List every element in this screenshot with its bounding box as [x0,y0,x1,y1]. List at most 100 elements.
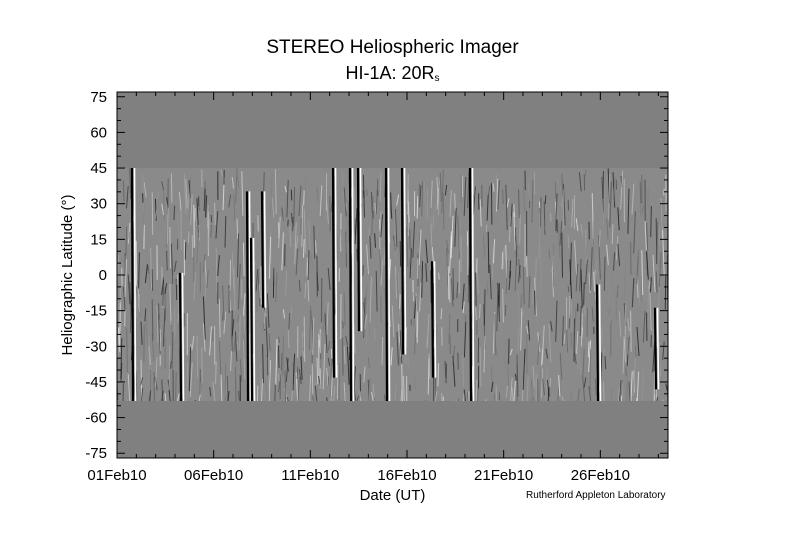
texture-streak [365,302,369,347]
texture-streak [519,214,521,245]
texture-streak [126,186,129,209]
texture-streak [607,174,611,221]
texture-streak [371,196,374,236]
texture-streak [233,194,236,221]
texture-streak [490,381,494,393]
texture-streak [217,255,220,277]
texture-streak [140,388,144,401]
texture-streak [444,360,447,379]
texture-streak [414,377,416,389]
texture-streak [196,335,199,378]
texture-streak [449,231,452,274]
texture-streak [500,296,503,339]
texture-streak [136,280,139,294]
texture-streak [368,227,371,240]
texture-streak [594,378,597,396]
texture-streak [464,314,467,328]
texture-streak [466,392,469,401]
texture-streak [513,380,516,401]
texture-streak [444,333,447,363]
texture-streak [652,341,656,373]
texture-streak [380,214,384,238]
texture-streak [400,389,403,401]
texture-streak [542,378,545,395]
texture-streak [636,371,640,401]
texture-streak [118,327,121,353]
texture-streak [194,286,198,293]
texture-streak [390,347,393,366]
texture-streak [528,275,531,309]
texture-streak [125,226,128,257]
texture-streak [641,205,644,214]
texture-streak [430,180,433,209]
texture-streak [370,241,373,255]
y-tick-label: 30 [90,196,107,213]
texture-streak [421,181,424,217]
texture-streak [431,246,435,268]
texture-streak [135,298,138,319]
texture-streak [170,173,173,203]
texture-streak [326,302,329,335]
texture-streak [518,265,521,283]
texture-streak [300,356,303,380]
texture-streak [151,299,154,341]
texture-streak [242,340,246,380]
texture-streak [561,232,563,278]
texture-streak [445,391,449,401]
texture-streak [303,190,305,206]
feature-bright [133,168,137,401]
texture-streak [649,277,652,293]
feature-bright [263,191,267,308]
texture-streak [161,204,165,216]
texture-streak [575,263,579,292]
texture-streak [189,177,192,223]
texture-streak [472,186,476,215]
texture-streak [558,374,561,397]
texture-streak [434,391,438,401]
texture-streak [658,252,662,287]
texture-streak [537,336,540,365]
texture-streak [454,193,456,211]
texture-streak [613,252,616,271]
feature-bright [433,261,437,378]
texture-streak [556,209,559,251]
texture-streak [501,252,504,270]
texture-streak [289,225,292,248]
texture-streak [422,255,425,267]
feature-dark [249,237,254,401]
texture-streak [333,386,336,401]
texture-streak [273,266,276,286]
texture-streak [294,222,297,265]
texture-streak [562,316,564,346]
texture-streak [351,256,353,286]
feature-bright [252,237,256,401]
texture-streak [209,326,212,356]
texture-streak [301,204,304,247]
texture-streak [176,274,179,285]
texture-streak [648,280,651,290]
texture-streak [564,309,567,331]
texture-streak [193,272,196,301]
texture-streak [303,316,306,363]
texture-streak [127,222,131,244]
texture-streak [497,282,500,322]
texture-streak [574,352,577,364]
texture-streak [198,394,201,401]
texture-streak [292,353,296,391]
texture-streak [416,311,419,343]
texture-streak [308,310,312,350]
texture-streak [303,239,305,258]
texture-streak [409,248,412,279]
texture-streak [437,363,440,387]
texture-streak [374,327,376,340]
texture-streak [401,364,403,401]
y-tick-label: 75 [90,89,107,106]
texture-streak [381,337,384,365]
texture-streak [662,341,665,360]
texture-streak [202,254,206,273]
texture-streak [573,318,576,363]
texture-streak [122,180,125,202]
texture-streak [445,363,448,384]
texture-streak [274,169,277,215]
texture-streak [266,293,270,328]
